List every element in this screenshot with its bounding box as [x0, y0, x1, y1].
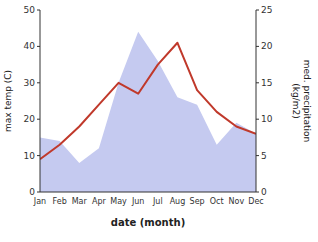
y2-axis-label-line: (kg/m2)	[291, 83, 301, 118]
y2-tick-label: 0	[261, 187, 267, 197]
x-tick-label: Aug	[170, 197, 186, 206]
y2-tick-label: 25	[261, 5, 272, 15]
x-axis-label: date (month)	[111, 217, 185, 228]
y-tick	[37, 10, 40, 11]
chart: 0 10 20 30 40 50 0 5 10 15 20 25 Jan Feb Mar AprMay Jun J…	[0, 0, 318, 242]
y2-axis-label: med. precipitation(kg/m2)	[291, 60, 312, 142]
plot-area	[40, 32, 256, 192]
y2-tick-label: 15	[261, 78, 272, 88]
y-tick-label: 50	[24, 5, 36, 15]
temperature-line	[40, 43, 256, 159]
x-tick-label: Jun	[131, 197, 145, 206]
x-tick-label: Sep	[190, 197, 205, 206]
y2-axis-line	[256, 10, 257, 192]
y2-tick	[256, 192, 259, 193]
x-tick-label: Oct	[210, 197, 224, 206]
y-tick-label: 10	[24, 151, 36, 161]
x-tick-label: Jan	[33, 197, 46, 206]
y2-tick	[256, 46, 259, 47]
y-tick	[37, 82, 40, 83]
precipitation-area	[40, 32, 256, 192]
x-axis-line	[40, 192, 256, 193]
y2-tick	[256, 155, 259, 156]
y-tick	[37, 46, 40, 47]
x-tick-label: Apr	[92, 197, 107, 206]
x-tick-label: May	[110, 197, 127, 206]
y2-tick	[256, 10, 259, 11]
x-tick-label: Dec	[248, 197, 263, 206]
y-tick	[37, 192, 40, 193]
y-tick-label: 40	[24, 41, 36, 51]
y-tick	[37, 119, 40, 120]
y-tick	[37, 155, 40, 156]
y-axis-label: max temp (C)	[3, 70, 13, 132]
x-tick-label: Jul	[152, 197, 163, 206]
y-axis-line	[40, 10, 41, 192]
y-tick-label: 20	[24, 114, 36, 124]
y-tick-label: 0	[29, 187, 35, 197]
y2-tick	[256, 82, 259, 83]
x-tick-label: Feb	[53, 197, 67, 206]
y2-tick-label: 5	[261, 151, 267, 161]
y2-tick-label: 20	[261, 41, 273, 51]
y2-tick	[256, 119, 259, 120]
x-tick-label: Nov	[229, 197, 245, 206]
y-tick-label: 30	[24, 78, 36, 88]
y2-axis-label-line: med. precipitation	[302, 60, 312, 142]
x-tick-label: Mar	[72, 197, 88, 206]
y2-tick-label: 10	[261, 114, 273, 124]
